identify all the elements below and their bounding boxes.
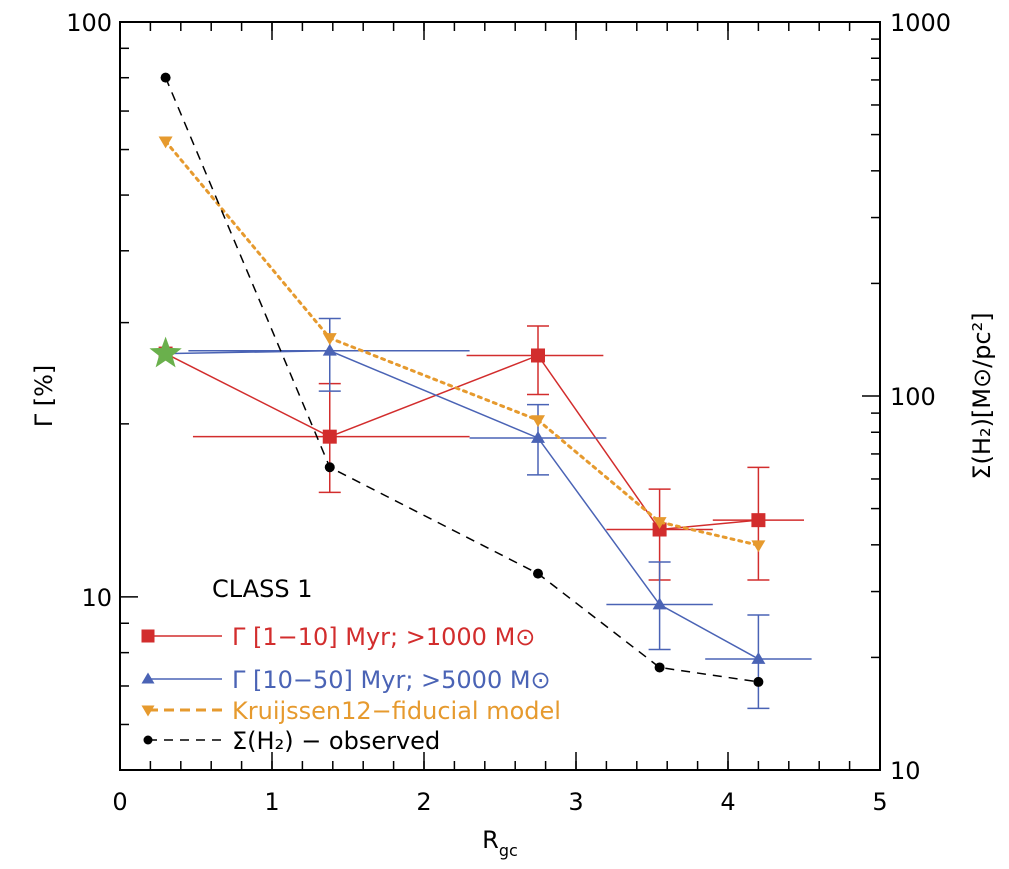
series-2 (158, 136, 766, 553)
triangle-marker (322, 343, 337, 356)
y-tick-label: 100 (66, 9, 112, 37)
y2-tick-label: 10 (890, 757, 921, 785)
axis-ticks (119, 21, 881, 771)
y2-tick-label: 100 (890, 383, 936, 411)
x-tick-label: 3 (568, 788, 583, 816)
triangle-down-marker (322, 333, 337, 346)
circle-marker (324, 462, 335, 473)
circle-marker (654, 662, 665, 673)
series-3 (160, 72, 764, 687)
legend-label: Σ(H₂) − observed (232, 727, 440, 755)
star-marker (149, 336, 182, 368)
x-tick-label: 5 (872, 788, 887, 816)
triangle-marker (141, 672, 155, 684)
legend: CLASS 1 Γ [1−10] Myr; >1000 M⊙ Γ [10−50] M… (141, 575, 561, 755)
circle-marker (533, 568, 543, 579)
circle-marker (753, 676, 764, 687)
triangle-down-marker (652, 517, 667, 529)
y2-axis-title: Σ(H₂)[M⊙/pc²] (968, 312, 996, 479)
y-tick-label: 10 (81, 584, 112, 612)
circle-marker (143, 735, 153, 745)
circle-marker (160, 72, 171, 83)
triangle-marker (652, 597, 667, 610)
triangle-down-marker (141, 705, 155, 717)
square-marker (652, 522, 667, 537)
square-marker (141, 629, 155, 643)
series-0 (158, 325, 804, 581)
triangle-down-marker (158, 136, 173, 149)
triangle-marker (531, 430, 545, 443)
legend-label: Kruijssen12−fiducial model (232, 697, 561, 725)
square-marker (531, 348, 545, 363)
x-tick-label: 4 (720, 788, 735, 816)
square-marker (322, 429, 337, 444)
x-tick-label: 2 (416, 788, 431, 816)
legend-label: Γ [10−50] Myr; >5000 M⊙ (232, 666, 551, 694)
square-marker (751, 513, 766, 528)
series-layer (149, 72, 812, 710)
triangle-down-marker (751, 540, 766, 553)
y-axis-title: Γ [%] (30, 365, 58, 428)
x-tick-label: 1 (264, 788, 279, 816)
x-axis-title: Rgc (482, 826, 518, 860)
x-tick-label: 0 (112, 788, 127, 816)
series-line (165, 352, 759, 531)
triangle-down-marker (531, 415, 545, 428)
legend-title: CLASS 1 (212, 575, 312, 603)
legend-label: Γ [1−10] Myr; >1000 M⊙ (232, 623, 535, 651)
y2-tick-label: 1000 (890, 9, 951, 37)
triangle-marker (751, 651, 766, 664)
plot-frame (119, 21, 881, 771)
series-line (164, 139, 760, 547)
series-line (165, 350, 759, 660)
